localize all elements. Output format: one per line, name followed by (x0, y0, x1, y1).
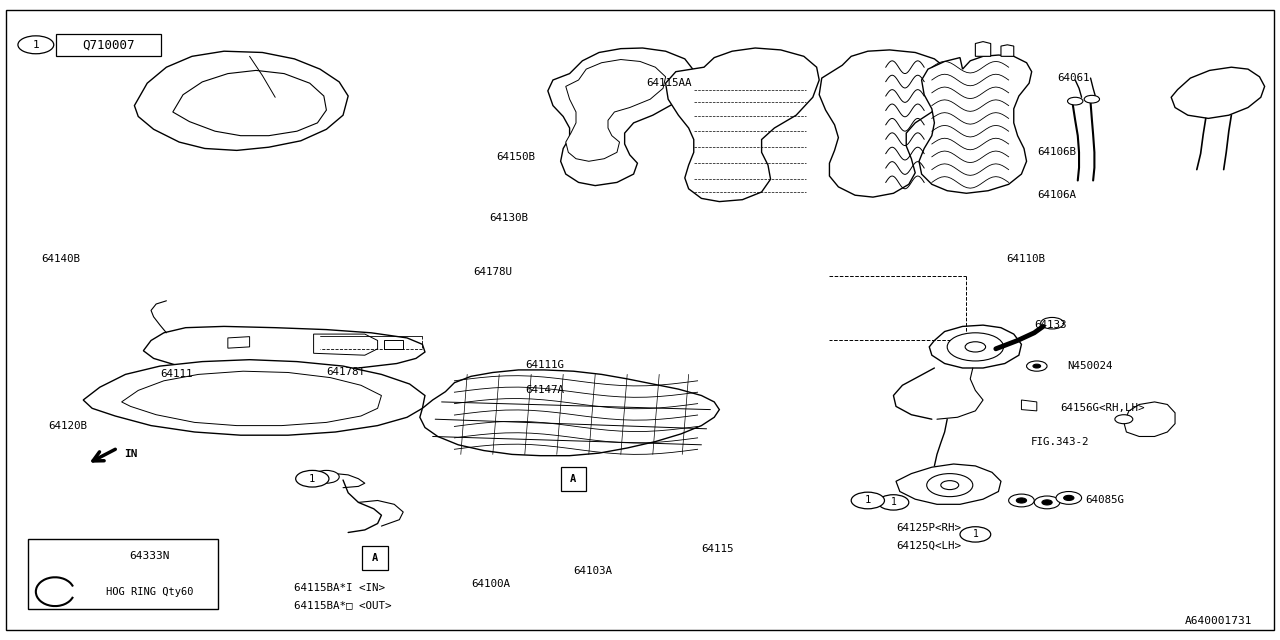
Polygon shape (228, 337, 250, 348)
Circle shape (1041, 317, 1064, 329)
Text: 1: 1 (973, 529, 978, 540)
FancyBboxPatch shape (362, 546, 388, 570)
Text: N450024: N450024 (1068, 361, 1114, 371)
Polygon shape (1001, 45, 1014, 56)
FancyBboxPatch shape (561, 467, 586, 491)
Polygon shape (666, 48, 819, 202)
Text: 64130B: 64130B (489, 212, 527, 223)
Circle shape (965, 342, 986, 352)
Polygon shape (384, 340, 403, 349)
Polygon shape (819, 50, 950, 197)
Circle shape (878, 495, 909, 510)
FancyBboxPatch shape (56, 34, 161, 56)
Text: 64103A: 64103A (573, 566, 612, 576)
Circle shape (296, 470, 329, 487)
Text: IN: IN (124, 449, 138, 460)
FancyBboxPatch shape (28, 539, 218, 609)
Circle shape (1115, 415, 1133, 424)
Text: 64111G: 64111G (525, 360, 563, 370)
Polygon shape (975, 42, 991, 56)
Circle shape (1042, 500, 1052, 505)
Polygon shape (566, 60, 666, 161)
Text: 64115BA*I <IN>: 64115BA*I <IN> (294, 582, 385, 593)
Polygon shape (1124, 402, 1175, 436)
Text: 64085G: 64085G (1085, 495, 1124, 506)
Polygon shape (1021, 400, 1037, 411)
Circle shape (1056, 492, 1082, 504)
Text: 64115AA: 64115AA (646, 78, 692, 88)
Text: 64061: 64061 (1057, 73, 1089, 83)
Circle shape (1009, 494, 1034, 507)
Polygon shape (420, 370, 719, 456)
Circle shape (1016, 498, 1027, 503)
Text: 64115: 64115 (701, 544, 733, 554)
Text: 64120B: 64120B (49, 420, 87, 431)
Circle shape (1027, 361, 1047, 371)
Text: Q710007: Q710007 (82, 38, 136, 51)
Circle shape (1064, 495, 1074, 500)
Text: 64125Q<LH>: 64125Q<LH> (896, 540, 961, 550)
Polygon shape (122, 371, 381, 426)
Circle shape (960, 527, 991, 542)
Polygon shape (83, 360, 425, 435)
Polygon shape (929, 325, 1021, 368)
Polygon shape (896, 464, 1001, 504)
Polygon shape (173, 70, 326, 136)
Text: 64156G<RH,LH>: 64156G<RH,LH> (1060, 403, 1144, 413)
Circle shape (1033, 364, 1041, 368)
Text: 64133: 64133 (1034, 320, 1066, 330)
Circle shape (947, 333, 1004, 361)
Text: 64147A: 64147A (525, 385, 563, 396)
Circle shape (1084, 95, 1100, 103)
Text: 64150B: 64150B (497, 152, 535, 162)
Text: FIG.343-2: FIG.343-2 (1030, 436, 1089, 447)
Text: 64178U: 64178U (474, 267, 512, 277)
Text: 64333N: 64333N (129, 552, 170, 561)
Text: 64106A: 64106A (1037, 190, 1075, 200)
Polygon shape (314, 334, 378, 355)
Circle shape (314, 470, 339, 483)
Text: A640001731: A640001731 (1184, 616, 1252, 626)
Circle shape (18, 36, 54, 54)
Polygon shape (548, 48, 694, 186)
Text: 1: 1 (891, 497, 896, 508)
Text: 64125P<RH>: 64125P<RH> (896, 523, 961, 533)
Text: 64110B: 64110B (1006, 254, 1044, 264)
Text: A: A (571, 474, 576, 484)
Text: 1: 1 (865, 495, 870, 506)
Text: HOG RING Qty60: HOG RING Qty60 (106, 587, 193, 596)
Circle shape (1068, 97, 1083, 105)
Circle shape (927, 474, 973, 497)
Text: 64178T: 64178T (326, 367, 365, 378)
Polygon shape (919, 55, 1032, 193)
Polygon shape (1171, 67, 1265, 118)
Circle shape (941, 481, 959, 490)
Text: 64115BA*□ <OUT>: 64115BA*□ <OUT> (294, 600, 392, 610)
Text: A: A (372, 553, 378, 563)
Polygon shape (134, 51, 348, 150)
Circle shape (851, 492, 884, 509)
Circle shape (1034, 496, 1060, 509)
Text: 64106B: 64106B (1037, 147, 1075, 157)
Text: 64140B: 64140B (41, 254, 79, 264)
Text: 1: 1 (32, 40, 40, 50)
Text: 1: 1 (310, 474, 315, 484)
Text: 64111: 64111 (160, 369, 192, 380)
Text: 64100A: 64100A (471, 579, 509, 589)
Polygon shape (143, 326, 425, 372)
